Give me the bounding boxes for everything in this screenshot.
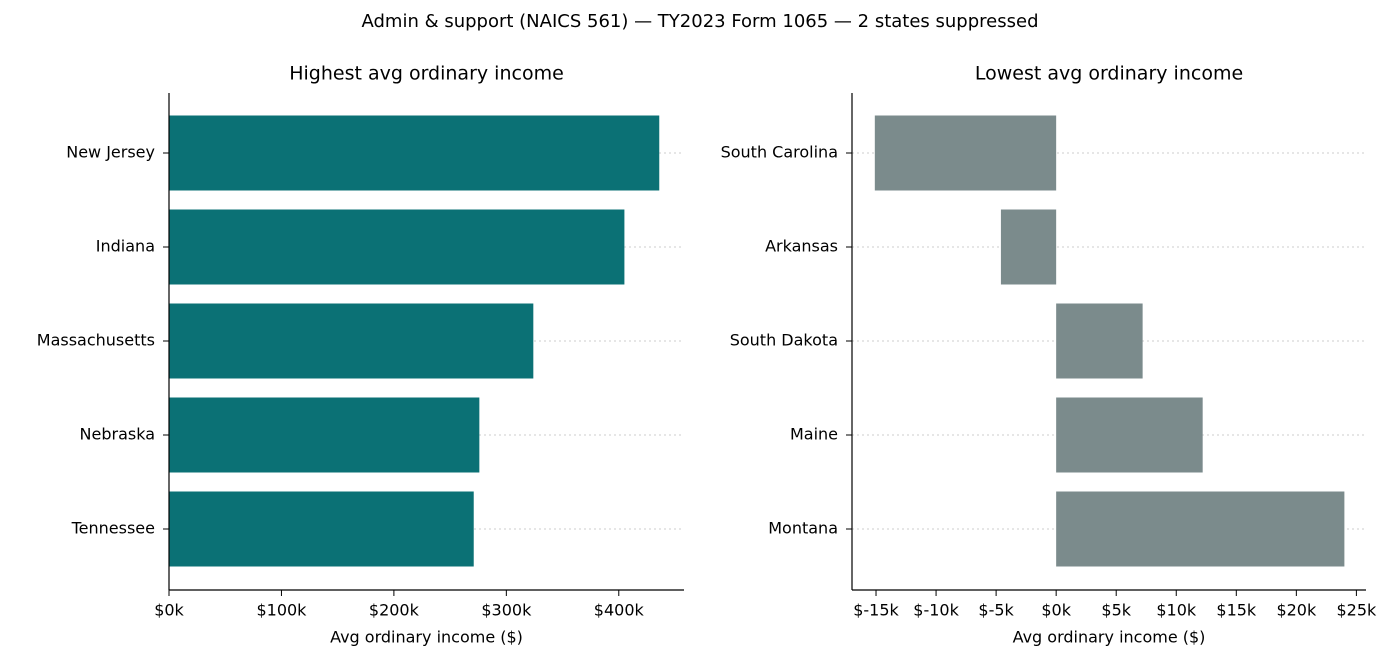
- y-tick-label: South Dakota: [730, 331, 838, 350]
- y-tick-label: South Carolina: [721, 143, 838, 162]
- y-tick-label: Massachusetts: [37, 331, 155, 350]
- y-tick-label: Maine: [790, 425, 838, 444]
- x-tick-label: $-15k: [853, 601, 899, 620]
- bar: [1056, 491, 1345, 567]
- bar: [1056, 397, 1203, 473]
- x-axis-label: Avg ordinary income ($): [1013, 628, 1206, 647]
- x-tick-label: $15k: [1216, 601, 1257, 620]
- bar: [169, 303, 534, 379]
- subplot-title: Highest avg ordinary income: [289, 63, 564, 85]
- subplot-title: Lowest avg ordinary income: [975, 63, 1243, 85]
- x-tick-label: $0k: [1041, 601, 1071, 620]
- x-tick-label: $25k: [1336, 601, 1377, 620]
- bar: [169, 397, 480, 473]
- y-tick-label: Nebraska: [80, 425, 155, 444]
- x-tick-label: $-10k: [913, 601, 959, 620]
- figure-title: Admin & support (NAICS 561) — TY2023 For…: [361, 11, 1038, 32]
- x-tick-label: $20k: [1276, 601, 1317, 620]
- y-tick-label: Arkansas: [765, 237, 838, 256]
- y-tick-label: Tennessee: [71, 519, 155, 538]
- bar: [1056, 303, 1143, 379]
- bar: [169, 491, 474, 567]
- x-tick-label: $5k: [1101, 601, 1131, 620]
- x-tick-label: $100k: [256, 601, 307, 620]
- x-tick-label: $0k: [154, 601, 184, 620]
- x-tick-label: $400k: [594, 601, 645, 620]
- bar: [169, 115, 660, 191]
- bar: [169, 209, 625, 285]
- x-tick-label: $200k: [369, 601, 420, 620]
- y-tick-label: Indiana: [96, 237, 155, 256]
- y-tick-label: Montana: [768, 519, 838, 538]
- x-tick-label: $300k: [481, 601, 532, 620]
- bar: [1000, 209, 1057, 285]
- x-axis-label: Avg ordinary income ($): [330, 628, 523, 647]
- bar: [874, 115, 1057, 191]
- x-tick-label: $10k: [1156, 601, 1197, 620]
- y-tick-label: New Jersey: [66, 143, 155, 162]
- x-tick-label: $-5k: [978, 601, 1014, 620]
